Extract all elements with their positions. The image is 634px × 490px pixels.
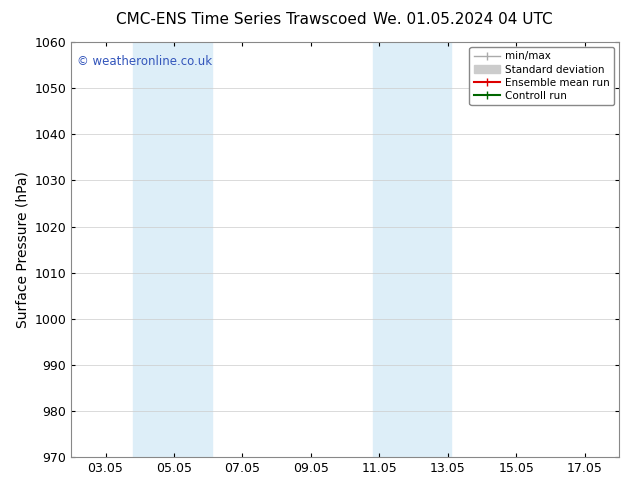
Text: CMC-ENS Time Series Trawscoed: CMC-ENS Time Series Trawscoed	[115, 12, 366, 27]
Bar	[133, 42, 212, 457]
Legend: min/max, Standard deviation, Ensemble mean run, Controll run: min/max, Standard deviation, Ensemble me…	[469, 47, 614, 105]
Text: We. 01.05.2024 04 UTC: We. 01.05.2024 04 UTC	[373, 12, 553, 27]
Y-axis label: Surface Pressure (hPa): Surface Pressure (hPa)	[15, 171, 29, 328]
Bar	[373, 42, 451, 457]
Text: © weatheronline.co.uk: © weatheronline.co.uk	[77, 54, 212, 68]
